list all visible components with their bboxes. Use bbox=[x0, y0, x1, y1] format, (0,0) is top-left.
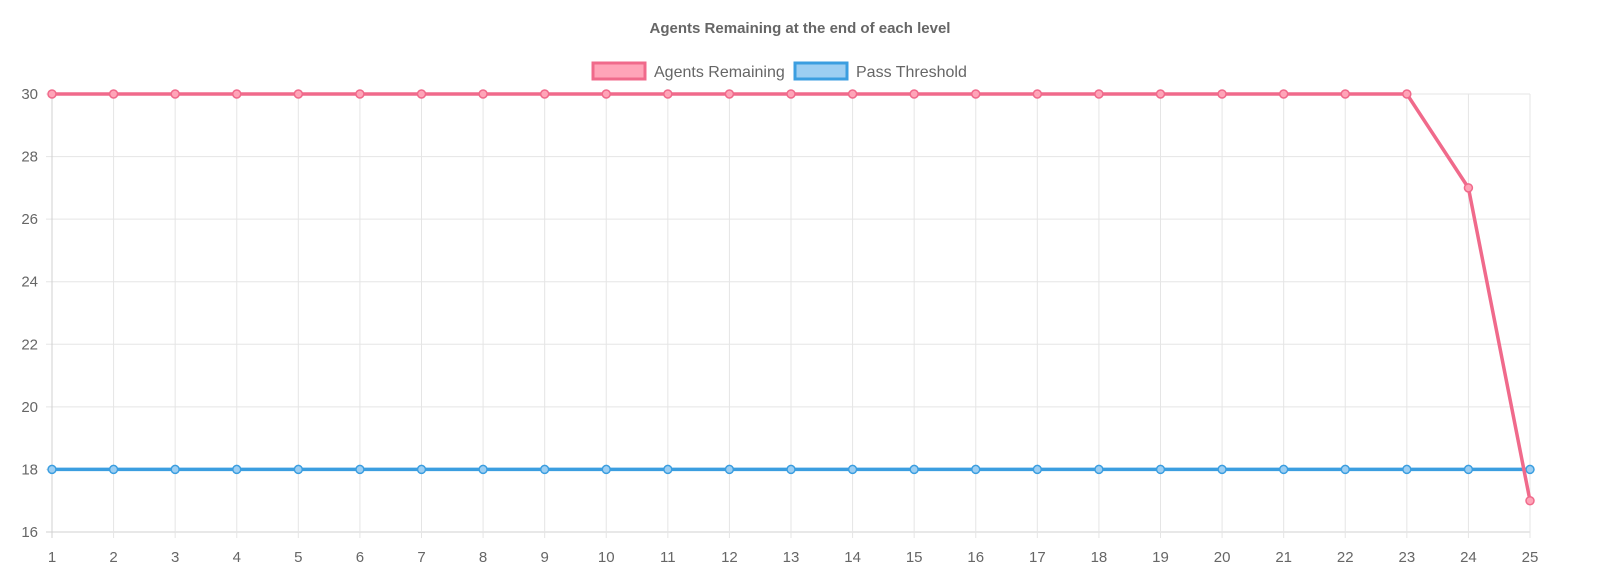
data-point-agents-remaining[interactable] bbox=[1032, 89, 1043, 99]
data-point-agents-remaining[interactable] bbox=[108, 89, 119, 99]
data-point-pass-threshold[interactable] bbox=[1525, 464, 1535, 475]
chart-title: Agents Remaining at the end of each leve… bbox=[650, 20, 951, 37]
legend-item-agents-remaining[interactable]: Agents Remaining bbox=[591, 61, 785, 81]
data-point-pass-threshold[interactable] bbox=[1032, 464, 1043, 475]
legend: Agents Remaining Pass Threshold bbox=[591, 61, 967, 81]
data-point-agents-remaining[interactable] bbox=[1402, 89, 1412, 99]
grid bbox=[46, 93, 1531, 538]
data-point-agents-remaining[interactable] bbox=[47, 89, 57, 99]
data-point-agents-remaining[interactable] bbox=[293, 89, 304, 99]
y-tick-label: 28 bbox=[21, 149, 38, 166]
data-point-pass-threshold[interactable] bbox=[1402, 464, 1412, 475]
data-point-agents-remaining[interactable] bbox=[1155, 89, 1166, 99]
data-point-agents-remaining[interactable] bbox=[971, 89, 981, 99]
data-point-agents-remaining[interactable] bbox=[601, 89, 611, 99]
x-tick-label: 16 bbox=[967, 549, 984, 566]
data-point-pass-threshold[interactable] bbox=[1340, 464, 1350, 475]
y-tick-label: 16 bbox=[21, 524, 38, 541]
data-point-pass-threshold[interactable] bbox=[355, 464, 365, 475]
y-tick-label: 20 bbox=[21, 399, 38, 416]
x-tick-label: 12 bbox=[721, 549, 738, 566]
x-tick-label: 15 bbox=[906, 549, 923, 566]
data-point-pass-threshold[interactable] bbox=[1463, 464, 1474, 475]
x-tick-label: 22 bbox=[1337, 549, 1354, 566]
data-point-agents-remaining[interactable] bbox=[663, 89, 673, 99]
legend-swatch-pass-threshold bbox=[793, 61, 849, 81]
x-tick-label: 6 bbox=[356, 549, 364, 566]
data-point-pass-threshold[interactable] bbox=[539, 464, 550, 475]
data-point-agents-remaining[interactable] bbox=[232, 89, 242, 99]
series-pass-threshold bbox=[47, 464, 1535, 475]
data-point-agents-remaining[interactable] bbox=[1463, 183, 1474, 193]
data-point-pass-threshold[interactable] bbox=[1217, 464, 1227, 475]
y-tick-label: 24 bbox=[21, 274, 38, 291]
data-point-agents-remaining[interactable] bbox=[786, 89, 796, 99]
data-point-agents-remaining[interactable] bbox=[1525, 495, 1535, 506]
data-point-pass-threshold[interactable] bbox=[847, 464, 858, 475]
y-tick-label: 18 bbox=[21, 461, 38, 478]
series-layer bbox=[47, 89, 1535, 506]
y-tick-label: 26 bbox=[21, 211, 38, 228]
x-tick-label: 4 bbox=[233, 549, 241, 566]
data-point-pass-threshold[interactable] bbox=[786, 464, 796, 475]
data-point-pass-threshold[interactable] bbox=[724, 464, 735, 475]
x-tick-label: 10 bbox=[598, 549, 615, 566]
data-point-pass-threshold[interactable] bbox=[47, 464, 57, 475]
x-tick-label: 18 bbox=[1091, 549, 1108, 566]
data-point-pass-threshold[interactable] bbox=[1155, 464, 1166, 475]
x-tick-label: 1 bbox=[48, 549, 56, 566]
data-point-pass-threshold[interactable] bbox=[1094, 464, 1104, 475]
x-tick-label: 7 bbox=[417, 549, 425, 566]
x-tick-label: 21 bbox=[1275, 549, 1292, 566]
x-tick-label: 8 bbox=[479, 549, 487, 566]
x-tick-label: 17 bbox=[1029, 549, 1046, 566]
data-point-pass-threshold[interactable] bbox=[663, 464, 673, 475]
data-point-pass-threshold[interactable] bbox=[293, 464, 304, 475]
data-point-agents-remaining[interactable] bbox=[724, 89, 735, 99]
x-tick-label: 19 bbox=[1152, 549, 1169, 566]
data-point-pass-threshold[interactable] bbox=[909, 464, 919, 475]
data-point-agents-remaining[interactable] bbox=[847, 89, 858, 99]
y-tick-label: 22 bbox=[21, 336, 38, 353]
data-point-agents-remaining[interactable] bbox=[478, 89, 488, 99]
data-point-pass-threshold[interactable] bbox=[232, 464, 242, 475]
data-point-agents-remaining[interactable] bbox=[1278, 89, 1289, 99]
x-tick-label: 3 bbox=[171, 549, 179, 566]
x-tick-label: 25 bbox=[1522, 549, 1539, 566]
data-point-agents-remaining[interactable] bbox=[355, 89, 365, 99]
data-point-agents-remaining[interactable] bbox=[1217, 89, 1227, 99]
data-point-pass-threshold[interactable] bbox=[170, 464, 180, 475]
x-tick-label: 9 bbox=[540, 549, 548, 566]
y-tick-label: 30 bbox=[21, 86, 38, 103]
x-tick-label: 23 bbox=[1398, 549, 1415, 566]
data-point-agents-remaining[interactable] bbox=[539, 89, 550, 99]
data-point-pass-threshold[interactable] bbox=[108, 464, 119, 475]
legend-item-pass-threshold[interactable]: Pass Threshold bbox=[793, 61, 967, 81]
x-tick-label: 24 bbox=[1460, 549, 1477, 566]
series-agents-remaining bbox=[47, 89, 1535, 506]
data-point-pass-threshold[interactable] bbox=[1278, 464, 1289, 475]
data-point-pass-threshold[interactable] bbox=[478, 464, 488, 475]
x-tick-label: 13 bbox=[783, 549, 800, 566]
data-point-pass-threshold[interactable] bbox=[601, 464, 611, 475]
data-point-agents-remaining[interactable] bbox=[909, 89, 919, 99]
data-point-pass-threshold[interactable] bbox=[416, 464, 427, 475]
x-tick-label: 11 bbox=[660, 549, 676, 566]
data-point-agents-remaining[interactable] bbox=[416, 89, 427, 99]
x-tick-label: 14 bbox=[844, 549, 861, 566]
legend-label-pass-threshold: Pass Threshold bbox=[856, 64, 967, 81]
legend-label-agents-remaining: Agents Remaining bbox=[654, 64, 785, 81]
x-tick-label: 5 bbox=[294, 549, 302, 566]
data-point-agents-remaining[interactable] bbox=[1340, 89, 1350, 99]
x-tick-label: 20 bbox=[1214, 549, 1231, 566]
data-point-pass-threshold[interactable] bbox=[971, 464, 981, 475]
legend-swatch-agents-remaining bbox=[591, 61, 647, 81]
data-point-agents-remaining[interactable] bbox=[170, 89, 180, 99]
x-tick-label: 2 bbox=[109, 549, 117, 566]
data-point-agents-remaining[interactable] bbox=[1094, 89, 1104, 99]
